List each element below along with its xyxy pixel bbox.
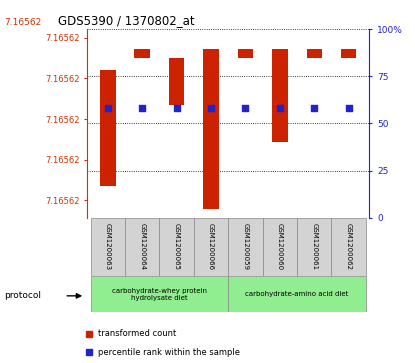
Text: GSM1200064: GSM1200064 <box>139 223 145 270</box>
Bar <box>134 49 150 58</box>
Text: percentile rank within the sample: percentile rank within the sample <box>98 348 239 356</box>
FancyBboxPatch shape <box>90 276 228 312</box>
Bar <box>341 49 356 58</box>
FancyBboxPatch shape <box>90 218 125 276</box>
Point <box>173 105 180 111</box>
FancyBboxPatch shape <box>263 218 297 276</box>
Text: 7.16562: 7.16562 <box>4 18 42 27</box>
Bar <box>169 58 184 105</box>
Text: GSM1200063: GSM1200063 <box>105 223 111 270</box>
Bar <box>238 49 253 58</box>
Point <box>276 105 283 111</box>
Point <box>208 105 215 111</box>
Point <box>345 105 352 111</box>
Text: GSM1200065: GSM1200065 <box>173 223 180 270</box>
Text: transformed count: transformed count <box>98 330 176 338</box>
Bar <box>100 70 115 186</box>
Text: GSM1200062: GSM1200062 <box>346 223 352 270</box>
Text: GDS5390 / 1370802_at: GDS5390 / 1370802_at <box>58 14 195 27</box>
Text: carbohydrate-amino acid diet: carbohydrate-amino acid diet <box>245 291 349 297</box>
Point <box>242 105 249 111</box>
FancyBboxPatch shape <box>297 218 332 276</box>
FancyBboxPatch shape <box>159 218 194 276</box>
Bar <box>307 49 322 58</box>
Point <box>105 105 111 111</box>
Text: GSM1200059: GSM1200059 <box>242 223 249 270</box>
Bar <box>272 49 288 142</box>
Text: GSM1200061: GSM1200061 <box>311 223 317 270</box>
FancyBboxPatch shape <box>194 218 228 276</box>
Point <box>311 105 317 111</box>
FancyBboxPatch shape <box>332 218 366 276</box>
FancyBboxPatch shape <box>228 218 263 276</box>
FancyBboxPatch shape <box>125 218 159 276</box>
Bar <box>203 49 219 209</box>
Text: GSM1200066: GSM1200066 <box>208 223 214 270</box>
Text: protocol: protocol <box>4 291 41 300</box>
Text: carbohydrate-whey protein
hydrolysate diet: carbohydrate-whey protein hydrolysate di… <box>112 287 207 301</box>
Text: GSM1200060: GSM1200060 <box>277 223 283 270</box>
FancyBboxPatch shape <box>228 276 366 312</box>
Point <box>139 105 146 111</box>
